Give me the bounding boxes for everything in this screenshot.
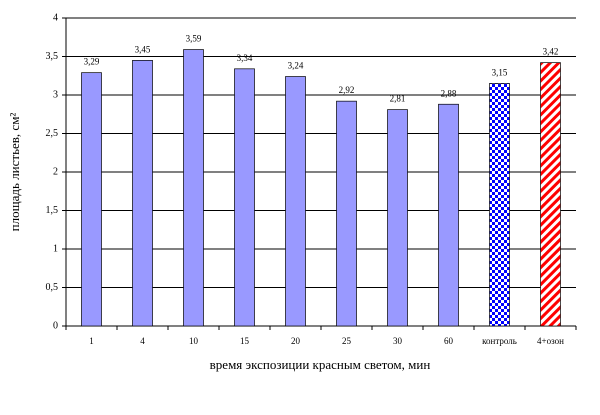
data-label: 3,34 (237, 53, 253, 63)
bar (387, 109, 408, 327)
bar (81, 72, 102, 327)
x-tick-label: 1 (89, 336, 94, 346)
data-label: 3,42 (543, 47, 559, 57)
data-label: 3,15 (492, 68, 508, 78)
y-tick-label: 2 (53, 166, 58, 177)
y-tick-label: 4 (53, 12, 58, 23)
data-label: 3,29 (84, 57, 100, 67)
bar (489, 83, 510, 327)
y-tick-label: 2,5 (46, 128, 59, 139)
y-tick-label: 0 (53, 320, 58, 331)
y-tick-label: 0,5 (46, 282, 59, 293)
data-label: 2,92 (339, 85, 355, 95)
data-label: 3,24 (288, 61, 304, 71)
data-label: 2,81 (390, 94, 406, 104)
x-tick-label: 4+озон (537, 336, 564, 346)
data-label: 2,88 (441, 88, 457, 98)
y-tick-label: 1,5 (46, 205, 59, 216)
bar (540, 62, 561, 327)
y-tick-label: 3,5 (46, 51, 59, 62)
x-tick-label: контроль (482, 336, 517, 346)
x-tick-label: 20 (291, 336, 301, 346)
x-axis-label: время экспозиции красным светом, мин (210, 357, 431, 372)
bar (285, 76, 306, 327)
x-tick-label: 15 (240, 336, 250, 346)
x-tick-label: 10 (189, 336, 199, 346)
bar (234, 68, 255, 327)
bar (132, 59, 153, 327)
y-tick-label: 3 (53, 89, 58, 100)
x-tick-label: 60 (444, 336, 454, 346)
y-tick-label: 1 (53, 243, 58, 254)
y-axis-label: площадь листьев, см² (7, 113, 22, 232)
bar (183, 49, 204, 327)
data-label: 3,45 (135, 44, 151, 54)
x-tick-label: 25 (342, 336, 352, 346)
data-label: 3,59 (186, 34, 202, 44)
x-tick-label: 4 (140, 336, 145, 346)
bar (438, 103, 459, 327)
bar (336, 100, 357, 327)
x-tick-label: 30 (393, 336, 403, 346)
